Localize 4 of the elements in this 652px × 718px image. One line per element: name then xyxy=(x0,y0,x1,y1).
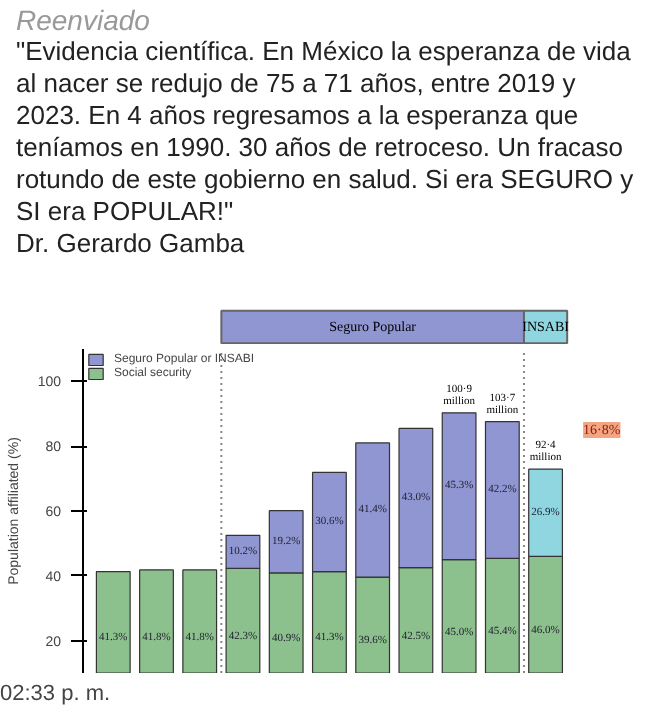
chart-title: "Evidencia científica. En México la esperanza de vida al nacer se redujo de 75 a 71 años, entre 2019 y 2023. En 4 años regresamos a la esperanza que teníamos en 1990. 30 años de retroceso. Un fracaso rotundo de este gobierno en salud. Si era SEGURO y SI era POPULAR!" xyxy=(16,36,634,226)
chart-subtitle: Dr. Gerardo Gamba xyxy=(16,228,245,258)
text: Reenviado xyxy=(16,2,150,40)
text: 02:33 p. m. xyxy=(0,680,111,710)
